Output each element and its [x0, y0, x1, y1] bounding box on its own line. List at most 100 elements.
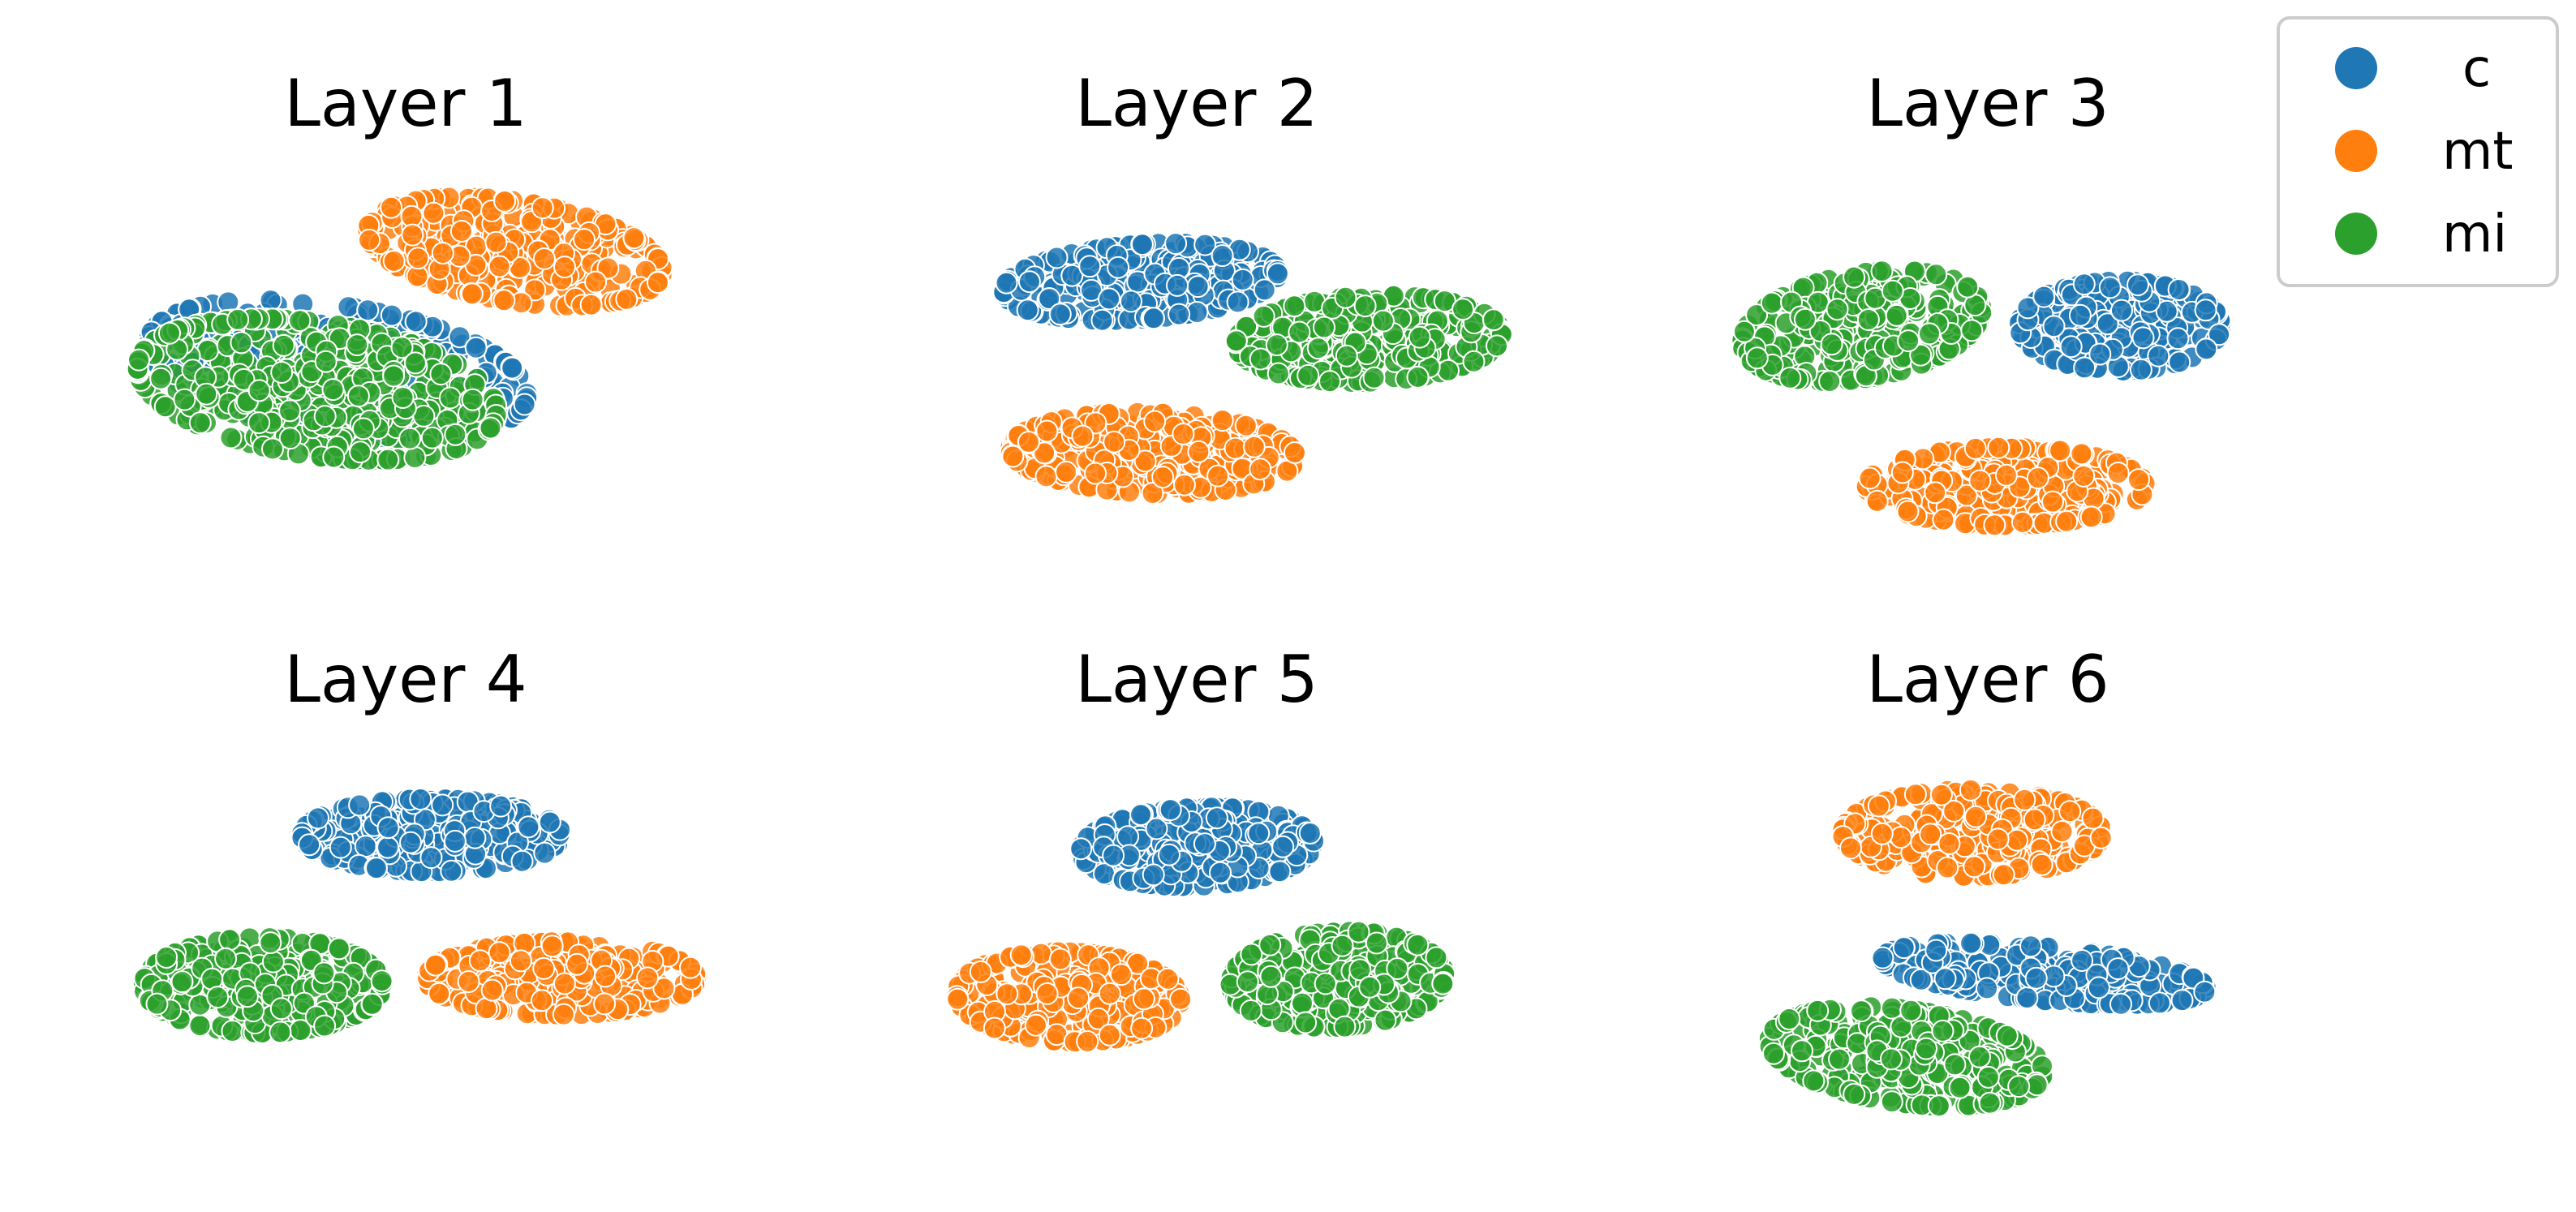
scatter-point-mi [1318, 370, 1341, 393]
scatter-point-c [995, 271, 1018, 294]
scatter-point-mt [615, 287, 639, 311]
scatter-point-mt [1865, 489, 1889, 513]
scatter-point-mi [188, 411, 212, 435]
scatter-point-mi [1353, 294, 1377, 318]
scatter-point-mt [1963, 436, 1987, 460]
scatter-point-c [1038, 287, 1061, 310]
scatter-point-mt [488, 941, 511, 965]
scatter-point-mt [468, 949, 492, 973]
scatter-point-mt [2055, 509, 2079, 533]
scatter-point-mi [288, 309, 312, 333]
panel-3: Layer 3 [1731, 66, 2233, 537]
scatter-point-c [2059, 335, 2083, 359]
scatter-point-c [1193, 832, 1216, 856]
scatter-point-mi [1856, 308, 1880, 331]
scatter-point-c [1116, 825, 1140, 849]
scatter-point-c [1205, 806, 1228, 830]
scatter-point-mi [346, 385, 370, 408]
scatter-point-mt [382, 249, 406, 273]
scatter-point-mi [391, 386, 415, 409]
scatter-point-c [1142, 307, 1165, 330]
scatter-point-mi [259, 931, 282, 955]
scatter-point-mi [1870, 260, 1894, 283]
scatter-point-mt [983, 1016, 1006, 1040]
panel-title: Layer 5 [1075, 642, 1318, 717]
scatter-point-mi [153, 395, 177, 419]
scatter-point-mt [480, 978, 504, 1002]
scatter-point-mt [1249, 458, 1272, 481]
scatter-point-mt [1067, 986, 1090, 1010]
scatter-point-c [2042, 315, 2066, 338]
scatter-point-c [1226, 290, 1249, 314]
scatter-point-c [329, 836, 352, 859]
scatter-point-mi [1462, 350, 1486, 373]
scatter-point-mi [269, 997, 293, 1021]
scatter-point-mi [272, 333, 295, 357]
scatter-point-mt [449, 220, 473, 243]
scatter-point-mt [1098, 1023, 1121, 1047]
scatter-point-mi [1335, 344, 1358, 367]
scatter-point-c [1098, 287, 1120, 311]
scatter-point-mt [1156, 967, 1180, 991]
scatter-point-mi [1291, 991, 1314, 1015]
panel-1: Layer 1 [126, 66, 673, 471]
scatter-points [126, 186, 673, 471]
scatter-point-mi [206, 986, 230, 1009]
scatter-point-mi [226, 307, 250, 331]
scatter-point-mi [444, 423, 467, 446]
scatter-point-mi [1793, 307, 1817, 331]
panel-5: Layer 5 [945, 642, 1456, 1054]
scatter-points [1731, 260, 2233, 537]
scatter-point-mi [461, 388, 484, 411]
scatter-point-mt [553, 256, 576, 279]
scatter-point-mi [322, 445, 346, 469]
scatter-point-mi [1760, 291, 1783, 315]
scatter-point-mt [2079, 505, 2103, 529]
scatter-point-c [1253, 278, 1276, 302]
scatter-point-mi [1745, 346, 1769, 370]
scatter-point-c [2088, 342, 2112, 366]
scatter-point-c [2166, 327, 2190, 350]
scatter-point-mi [1451, 298, 1475, 321]
scatter-point-mt [1987, 436, 2010, 459]
scatter-point-mt [457, 970, 480, 993]
scatter-point-mt [679, 956, 702, 979]
scatter-point-mt [531, 196, 554, 220]
scatter-point-c [443, 829, 467, 853]
scatter-point-mi [278, 399, 302, 423]
scatter-point-mi [1406, 365, 1430, 389]
scatter-point-mt [1141, 482, 1164, 505]
scatter-point-c [1078, 255, 1102, 278]
scatter-point-mt [1035, 982, 1059, 1005]
scatter-point-mt [573, 228, 596, 251]
scatter-point-c [409, 788, 432, 810]
scatter-point-mi [1897, 329, 1920, 353]
scatter-point-c [1266, 262, 1289, 286]
scatter-point-mi [1482, 308, 1505, 332]
scatter-point-mt [1242, 435, 1266, 458]
scatter-point-c [2167, 278, 2191, 301]
scatter-point-mt [484, 230, 508, 254]
scatter-point-mt [1133, 449, 1157, 473]
scatter-point-c [1159, 798, 1182, 822]
scatter-point-mt [406, 247, 430, 270]
scatter-point-mi [261, 437, 284, 461]
scatter-point-mi [1313, 316, 1335, 339]
scatter-point-mi [1258, 933, 1282, 956]
scatter-point-c [2068, 303, 2092, 327]
scatter-point-mi [1252, 304, 1275, 328]
scatter-point-mt [493, 190, 517, 213]
scatter-point-c [517, 815, 540, 839]
scatter-point-mi [1374, 1008, 1397, 1032]
scatter-point-mt [646, 271, 669, 294]
scatter-point-c [2129, 358, 2152, 381]
scatter-point-mi [312, 961, 336, 985]
scatter-point-mt [424, 953, 447, 977]
scatter-point-mi [1265, 333, 1288, 357]
scatter-point-mi [1306, 337, 1330, 360]
scatter-point-mi [1408, 325, 1431, 349]
scatter-point-c [1298, 822, 1322, 845]
scatter-point-mt [1983, 514, 2006, 537]
scatter-point-mi [1334, 286, 1357, 309]
scatter-point-mt [380, 196, 403, 219]
